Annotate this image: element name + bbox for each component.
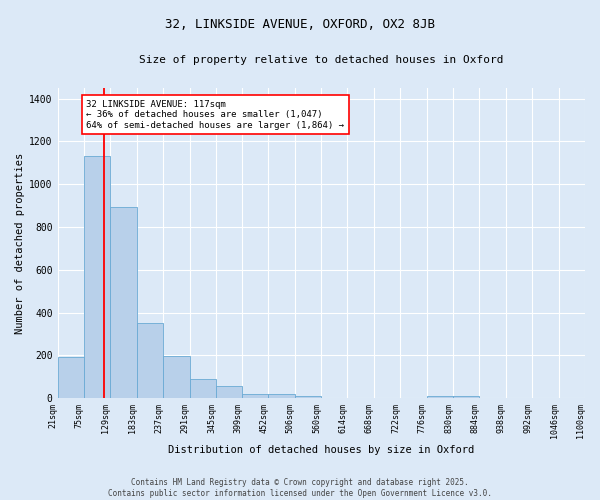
Text: 32 LINKSIDE AVENUE: 117sqm
← 36% of detached houses are smaller (1,047)
64% of s: 32 LINKSIDE AVENUE: 117sqm ← 36% of deta… (86, 100, 344, 130)
Text: Contains HM Land Registry data © Crown copyright and database right 2025.
Contai: Contains HM Land Registry data © Crown c… (108, 478, 492, 498)
Bar (84, 156, 110, 398)
Bar (427, 396, 453, 398)
Bar (190, 379, 216, 398)
Bar (242, 394, 268, 398)
Bar (216, 386, 242, 398)
Text: 32, LINKSIDE AVENUE, OXFORD, OX2 8JB: 32, LINKSIDE AVENUE, OXFORD, OX2 8JB (165, 18, 435, 30)
Bar (110, 207, 137, 398)
Bar (58, 357, 84, 398)
Bar (137, 324, 163, 398)
Bar (268, 394, 295, 398)
Title: Size of property relative to detached houses in Oxford: Size of property relative to detached ho… (139, 55, 503, 65)
X-axis label: Distribution of detached houses by size in Oxford: Distribution of detached houses by size … (168, 445, 475, 455)
Y-axis label: Number of detached properties: Number of detached properties (15, 152, 25, 334)
Bar (163, 356, 190, 398)
Bar (295, 396, 321, 398)
Bar (453, 396, 479, 398)
